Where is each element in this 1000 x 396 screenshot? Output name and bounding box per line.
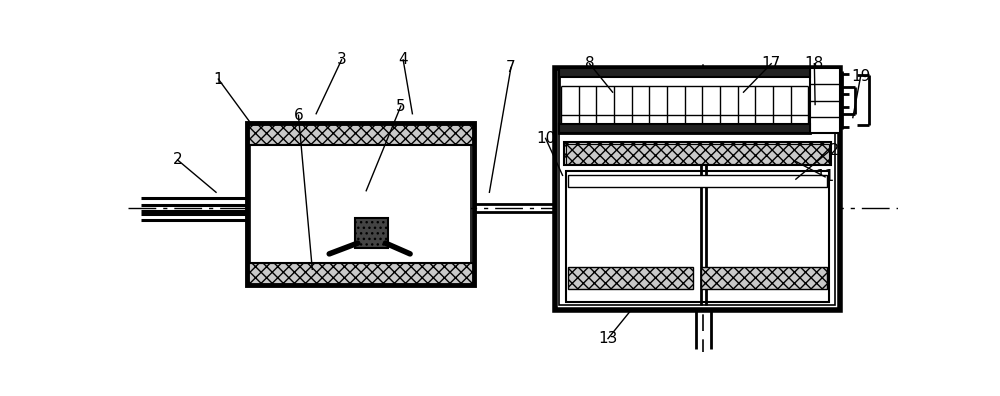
Text: 4: 4 [398,52,408,67]
Bar [810,68,840,133]
Bar [566,171,829,303]
Bar [559,72,835,305]
Text: 5: 5 [396,99,406,114]
Text: 19: 19 [851,69,870,84]
Text: 18: 18 [805,56,824,71]
Text: 10: 10 [536,131,555,146]
Text: 17: 17 [762,56,781,71]
Bar [568,267,693,289]
Bar [250,145,471,263]
Text: 3: 3 [337,52,346,67]
Text: 7: 7 [506,60,516,75]
Text: 1: 1 [214,72,223,87]
Bar [247,123,474,285]
Bar [247,123,474,145]
Bar [701,267,827,289]
Bar [568,175,827,187]
Bar [564,142,831,165]
Bar [555,68,840,310]
Text: 6: 6 [294,108,303,123]
Bar [559,68,810,133]
Text: 11: 11 [815,169,835,185]
Bar [566,144,829,164]
Text: 2: 2 [173,152,182,168]
Bar [247,263,474,285]
Text: 8: 8 [585,56,594,71]
Text: 13: 13 [598,331,618,346]
Bar [559,124,810,133]
Bar [559,68,810,77]
Text: 12: 12 [820,143,839,158]
Bar [355,219,388,248]
